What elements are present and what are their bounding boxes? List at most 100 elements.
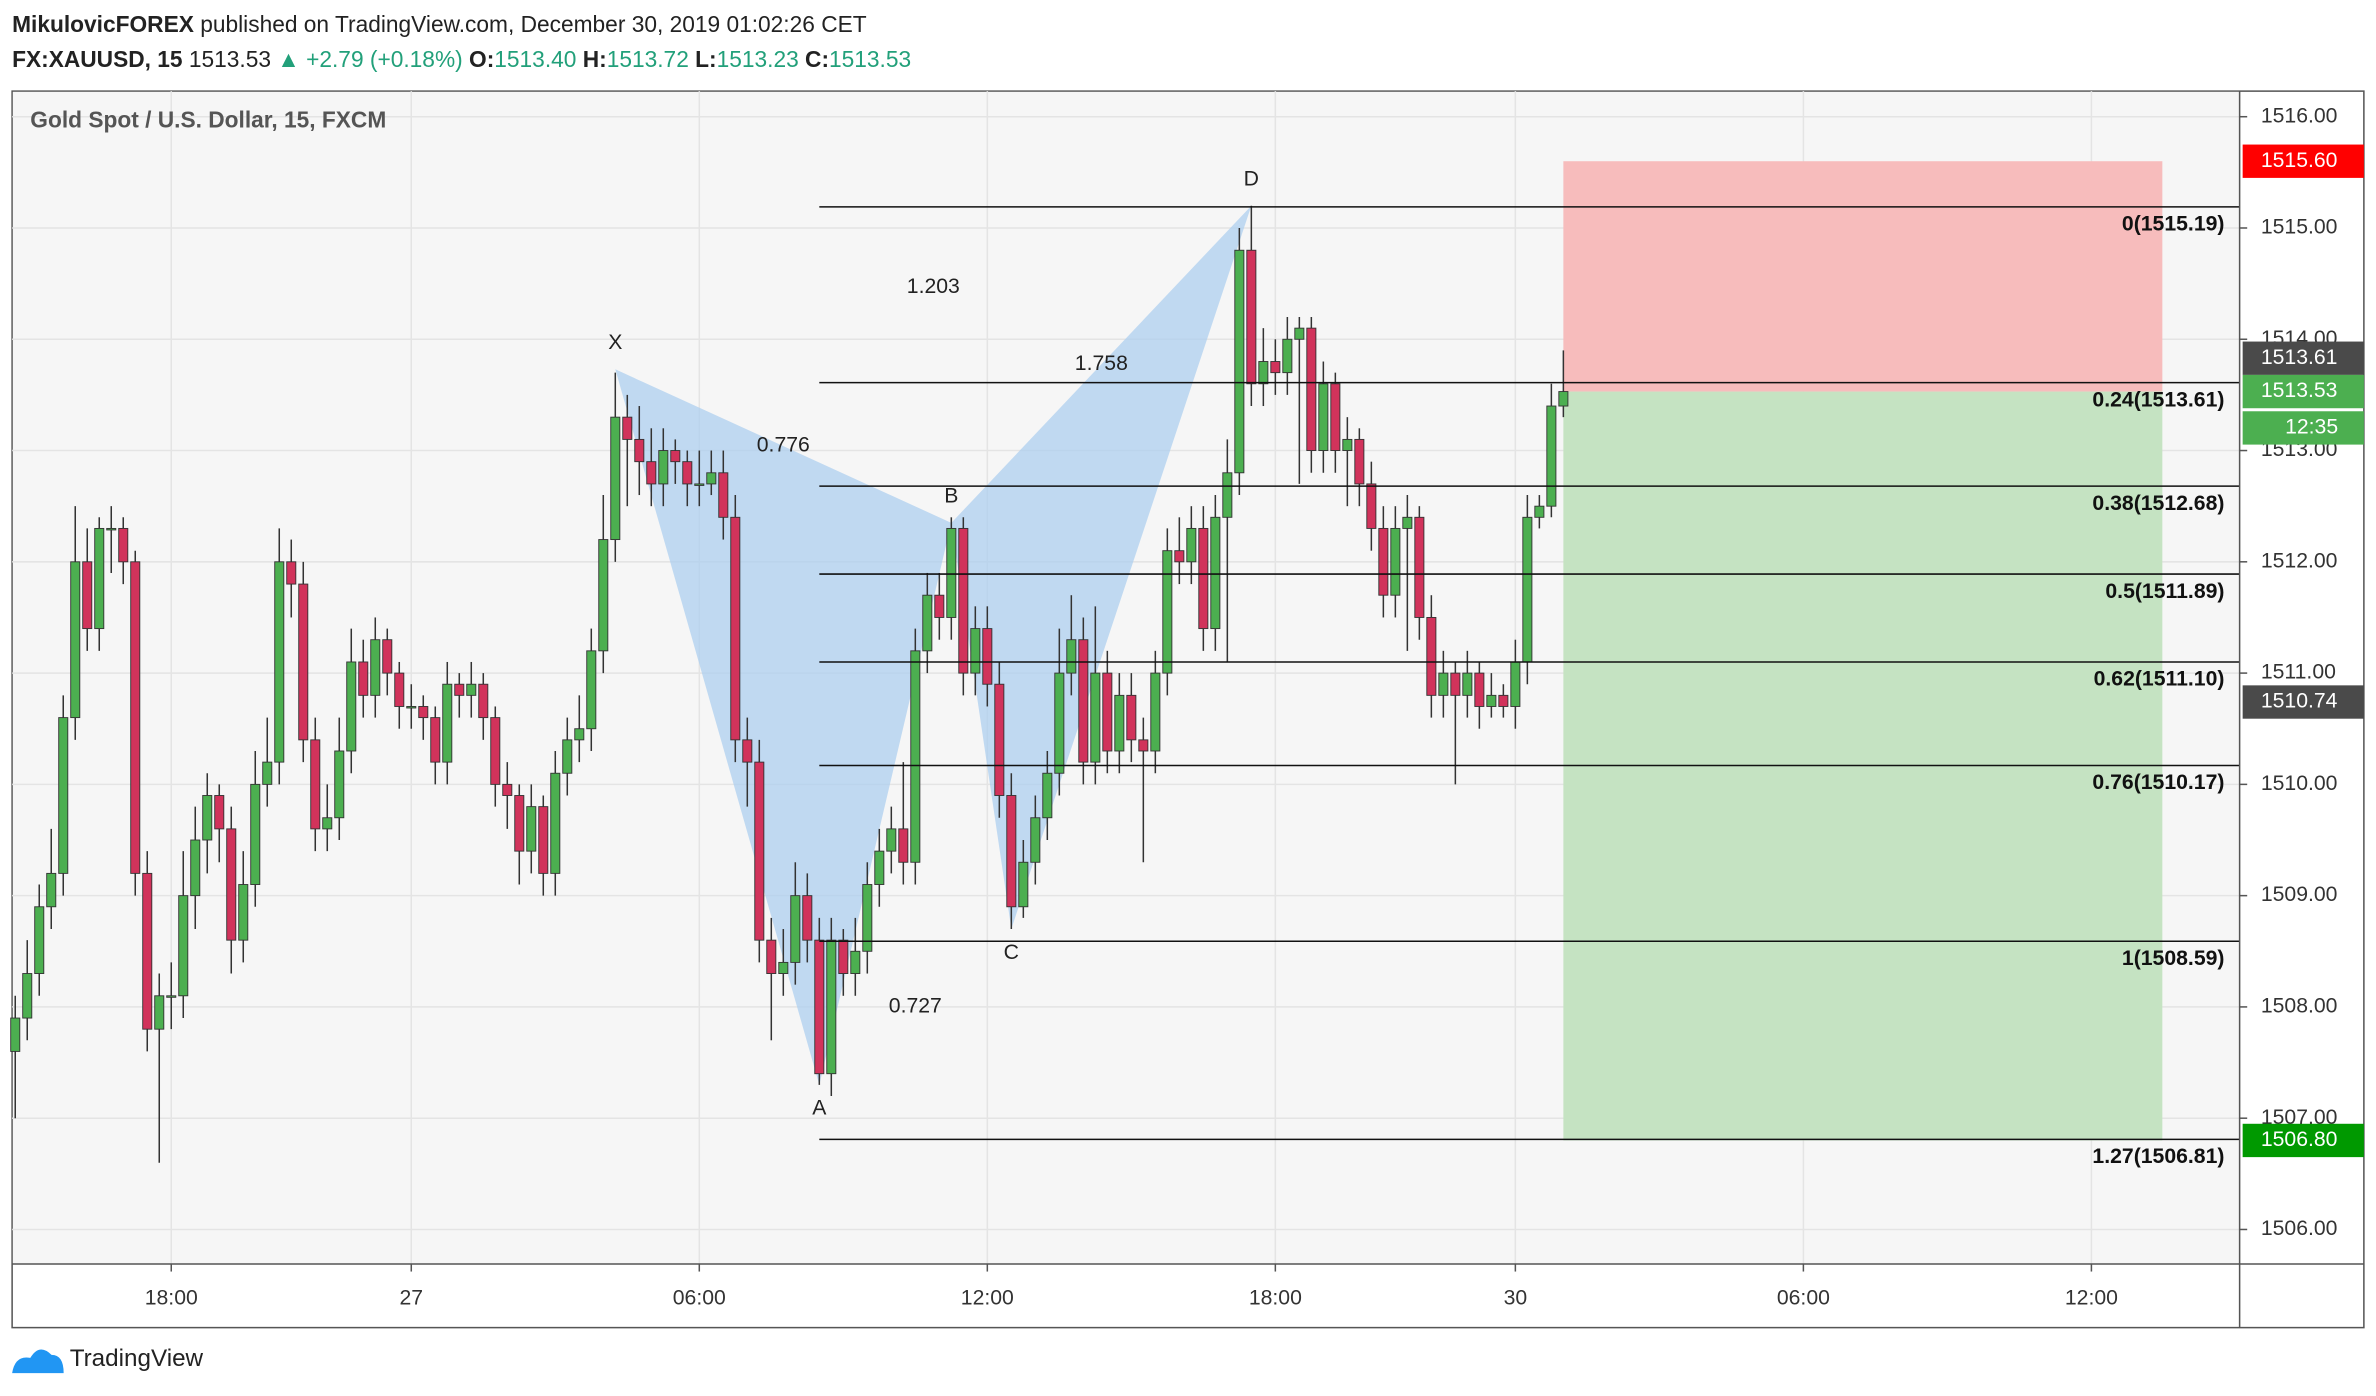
y-tick-label: 1506.00: [2261, 1217, 2338, 1240]
publish-line: MikulovicFOREX published on TradingView.…: [12, 11, 867, 37]
candle-body: [1282, 338, 1293, 374]
candle-body: [610, 416, 621, 541]
candle-body: [898, 828, 909, 863]
pattern-triangle: [615, 369, 952, 1085]
candle-body: [934, 594, 945, 618]
candle-body: [22, 973, 33, 1019]
x-tick-label: 12:00: [961, 1286, 1014, 1309]
candle-body: [694, 483, 705, 486]
price-badge-label: 1513.61: [2261, 346, 2338, 369]
pattern-ratio: 1.203: [907, 275, 960, 298]
symbol: FX:XAUUSD, 15: [12, 46, 182, 72]
candle-body: [1366, 483, 1377, 529]
author: MikulovicFOREX: [12, 11, 194, 37]
candle-body: [586, 650, 597, 730]
pattern-ratio: 0.776: [757, 434, 810, 457]
candle-body: [1078, 639, 1089, 763]
x-tick-label: 18:00: [1249, 1286, 1302, 1309]
candle-body: [394, 672, 405, 707]
candle-body: [478, 683, 489, 719]
candle-body: [1042, 772, 1053, 819]
candle-body: [310, 739, 321, 830]
candle-body: [598, 539, 609, 652]
candle-body: [1462, 672, 1473, 696]
candle-body: [790, 895, 801, 963]
candle-body: [286, 561, 297, 585]
y-tick-label: 1510.00: [2261, 772, 2338, 795]
candle-body: [574, 728, 585, 741]
candle-body: [1210, 516, 1221, 630]
candle-body: [166, 995, 177, 998]
candle-body: [1006, 795, 1017, 908]
candle-body: [802, 895, 813, 941]
candle-body: [514, 795, 525, 852]
candle-body: [826, 939, 837, 1075]
candle-body: [82, 561, 93, 630]
candle-body: [622, 416, 633, 440]
candle-body: [1450, 672, 1461, 696]
candle-body: [1402, 516, 1413, 529]
candle-body: [1318, 383, 1329, 451]
chart-title: Gold Spot / U.S. Dollar, 15, FXCM: [30, 106, 386, 132]
pattern-point-label: A: [812, 1097, 827, 1120]
candle-body: [1222, 472, 1233, 518]
candle-body: [334, 750, 345, 819]
candle-body: [382, 639, 393, 674]
candle-body: [1198, 527, 1209, 630]
fib-label: 0.38(1512.68): [2092, 492, 2224, 515]
price-badge: [2242, 1123, 2364, 1158]
price-badge-label: 1515.60: [2261, 149, 2338, 172]
brand: TradingView: [70, 1345, 204, 1372]
fib-label: 0.62(1511.10): [2094, 668, 2225, 691]
candle-body: [1474, 672, 1485, 707]
candle-body: [1306, 327, 1317, 451]
candle-body: [742, 739, 753, 763]
countdown: 12:35: [2285, 416, 2338, 439]
candle-body: [766, 939, 777, 974]
candle-body: [706, 472, 717, 485]
price-badges: 1515.60 1513.61 1513.53 1510.74 1506.80 12:35: [2242, 144, 2364, 1158]
candle-body: [1534, 505, 1545, 518]
candle-body: [1426, 616, 1437, 696]
pattern-triangle: [951, 205, 1252, 930]
candle-body: [154, 995, 165, 1030]
candle-body: [550, 772, 561, 874]
candle-body: [1114, 694, 1125, 752]
pattern-point-label: D: [1244, 168, 1259, 191]
candle-body: [94, 527, 105, 630]
candle-body: [1354, 438, 1365, 485]
candle-body: [322, 817, 333, 830]
y-tick-label: 1516.00: [2261, 104, 2338, 127]
candle-body: [1126, 694, 1137, 741]
candles: [10, 205, 1569, 1163]
candle-body: [1294, 327, 1305, 340]
candle-body: [838, 939, 849, 974]
candle-body: [874, 850, 885, 885]
pattern-point-label: C: [1004, 941, 1019, 964]
pattern-ratio: 0.727: [889, 995, 942, 1018]
candle-body: [466, 683, 477, 696]
candle-body: [1030, 817, 1041, 863]
candle-body: [298, 583, 309, 741]
candle-body: [46, 872, 57, 908]
fib-label: 0(1515.19): [2122, 213, 2225, 236]
candle-body: [1174, 550, 1185, 563]
candle-body: [538, 806, 549, 874]
pattern: X A B C D 0.776 0.727 1.758 1.203: [608, 168, 1259, 1120]
price-badge-label: 1510.74: [2261, 690, 2338, 713]
y-tick-label: 1509.00: [2261, 883, 2338, 906]
fib-label: 0.76(1510.17): [2092, 771, 2224, 794]
candle-body: [442, 683, 453, 763]
candle-body: [1546, 405, 1557, 507]
candle-body: [754, 761, 765, 941]
change: ▲ +2.79 (+0.18%): [277, 46, 462, 72]
price-badge: [2242, 144, 2364, 178]
quote-line: FX:XAUUSD, 15 1513.53 ▲ +2.79 (+0.18%) O…: [12, 46, 911, 72]
candle-body: [1018, 861, 1029, 908]
candle-body: [406, 706, 417, 709]
candle-body: [118, 527, 129, 563]
y-tick-label: 1507.00: [2261, 1106, 2338, 1129]
x-tick-label: 30: [1504, 1286, 1528, 1309]
